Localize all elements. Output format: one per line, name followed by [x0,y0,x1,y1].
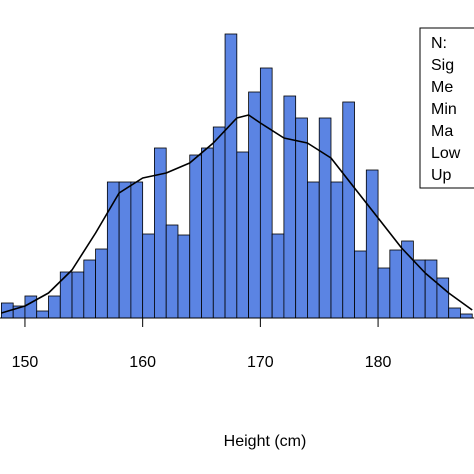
bar [236,151,249,319]
bar [365,169,379,319]
bar [95,248,108,319]
bar [83,259,96,319]
bar [201,147,214,319]
legend-text: Up [431,167,452,184]
bar [389,249,403,319]
legend-text: Sig [431,57,454,74]
x-tick-label: 160 [129,354,156,371]
bar [71,271,85,319]
bar [224,33,238,319]
x-axis-title: Height (cm) [224,433,307,450]
bar [460,313,473,319]
bar [271,233,285,319]
bar [412,259,426,319]
bar [307,181,320,319]
legend-text: Low [431,145,461,162]
x-tick-label: 180 [365,354,392,371]
x-tick-label: 170 [247,354,274,371]
legend-text: N: [431,35,447,52]
bar [118,181,132,319]
density-line [1,114,473,314]
bar [36,310,49,319]
bar [295,117,308,319]
bar [401,240,414,319]
bar [48,295,61,319]
bar [142,233,155,319]
bar [24,295,38,319]
legend-text: Ma [431,123,453,140]
legend-text: Me [431,79,453,96]
bar [259,67,273,319]
bar [248,91,261,319]
bar [342,101,355,319]
bar [283,95,297,319]
bar [377,267,391,319]
bar [165,224,179,319]
bar [177,234,191,319]
bar [354,250,367,319]
bar [130,181,144,319]
bar [212,126,226,319]
legend-box [419,27,474,189]
bar [330,181,344,319]
bar [318,117,332,319]
bar [448,307,461,319]
bar [189,154,202,319]
legend-text: Min [431,101,457,118]
bar [424,259,438,319]
x-tick-label: 150 [12,354,39,371]
